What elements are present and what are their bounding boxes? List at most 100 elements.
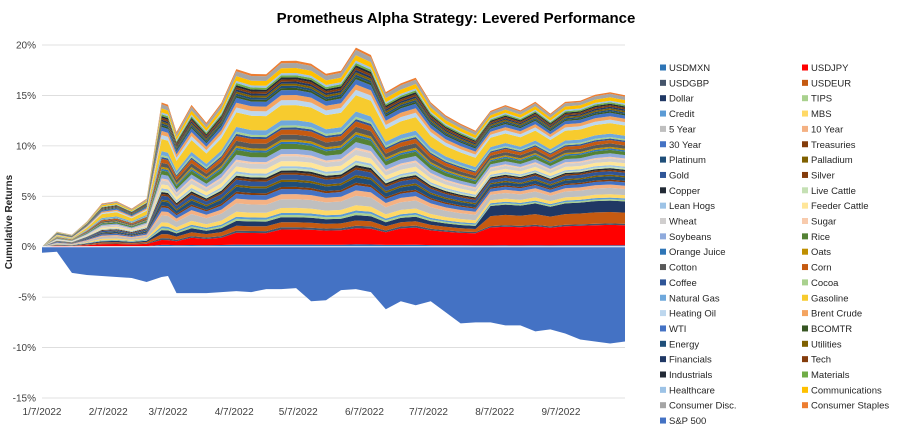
area-dollar [42,200,625,247]
legend-label-30-year: 30 Year [669,140,701,151]
legend-label-palladium: Palladium [811,155,853,166]
x-tick-label: 9/7/2022 [541,407,580,418]
legend-label-wheat: Wheat [669,217,697,228]
legend-swatch-sugar [802,218,808,224]
legend-swatch-financials [660,356,666,363]
legend-swatch-feeder-cattle [802,202,808,209]
legend-label-copper: Copper [669,186,700,197]
area-usdjpy [42,224,625,247]
legend-swatch-treasuries [802,141,808,148]
legend-swatch-corn [802,264,808,271]
legend-swatch-cocoa [802,279,808,286]
legend-label-financials: Financials [669,355,712,366]
legend-label-usdjpy: USDJPY [811,63,849,74]
legend-swatch-s-p-500 [660,417,666,424]
legend-swatch-communications [802,386,808,393]
legend-label-energy: Energy [669,339,699,350]
area-5-year [42,187,625,247]
legend-swatch-coffee [660,279,666,286]
area-gasoline [42,95,625,247]
legend-swatch-dollar [660,95,666,102]
legend-swatch-usdgbp [660,79,666,86]
legend-swatch-utilities [802,340,808,347]
legend-label-5-year: 5 Year [669,124,696,135]
x-tick-label: 7/7/2022 [409,407,448,418]
legend-label-rice: Rice [811,232,830,243]
legend-swatch-palladium [802,156,808,163]
legend-label-utilities: Utilities [811,339,842,350]
legend-swatch-credit [660,110,666,117]
legend-swatch-cotton [660,264,666,271]
legend-swatch-consumer-staples [802,402,808,409]
legend-swatch-lean-hogs [660,202,666,209]
legend-swatch-copper [660,187,666,194]
legend-label-bcomtr: BCOMTR [811,324,852,335]
y-tick-label: 20% [16,41,36,52]
legend-label-heating-oil: Heating Oil [669,309,716,320]
legend-label-tech: Tech [811,355,831,366]
legend-swatch-10-year [802,125,808,132]
area-s-p-500 [42,246,625,344]
area-gold [42,169,625,247]
legend-label-cocoa: Cocoa [811,278,839,289]
legend-label-silver: Silver [811,170,835,181]
legend-swatch-wheat [660,218,666,224]
chart-title: Prometheus Alpha Strategy: Levered Perfo… [277,10,636,27]
legend-label-sugar: Sugar [811,217,836,228]
area-usdmxn [42,244,625,247]
area-platinum [42,176,625,247]
area-usdeur [42,212,625,247]
legend-label-dollar: Dollar [669,94,694,105]
legend-label-natural-gas: Natural Gas [669,293,720,304]
legend-label-industrials: Industrials [669,370,713,381]
legend-swatch-healthcare [660,386,666,393]
legend-label-credit: Credit [669,109,695,120]
legend-label-soybeans: Soybeans [669,232,712,243]
legend-swatch-brent-crude [802,310,808,317]
legend-swatch-gold [660,171,666,178]
x-tick-label: 4/7/2022 [215,407,254,418]
legend-swatch-usdmxn [660,64,666,71]
area-copper [42,165,625,247]
legend-swatch-silver [802,171,808,178]
y-tick-label: 15% [16,91,36,102]
legend-swatch-consumer-disc [660,402,666,409]
stacked-areas [42,47,625,344]
legend-swatch-gasoline [802,294,808,301]
legend-label-lean-hogs: Lean Hogs [669,201,715,212]
legend-label-healthcare: Healthcare [669,385,715,396]
legend-label-consumer-disc: Consumer Disc. [669,401,737,412]
y-tick-label: -10% [13,343,36,354]
legend-label-tips: TIPS [811,94,832,105]
legend-swatch-usdjpy [802,64,808,71]
area-10-year [42,184,625,247]
legend-label-10-year: 10 Year [811,124,843,135]
legend-label-s-p-500: S&P 500 [669,416,706,427]
legend-label-usdeur: USDEUR [811,78,851,89]
x-tick-label: 2/7/2022 [89,407,128,418]
legend-swatch-oats [802,248,808,255]
y-axis-ticks: 20% 15% 10% 5% 0% -5% -10% -15% [13,41,36,405]
y-tick-label: -5% [18,293,36,304]
legend-label-materials: Materials [811,370,850,381]
legend-swatch-rice [802,233,808,240]
legend-label-orange-juice: Orange Juice [669,247,726,258]
legend-swatch-wti [660,325,666,332]
legend-swatch-tech [802,356,808,363]
legend-swatch-soybeans [660,233,666,240]
y-tick-label: 10% [16,141,36,152]
legend-label-treasuries: Treasuries [811,140,856,151]
area-30-year [42,181,625,247]
legend-label-usdgbp: USDGBP [669,78,709,89]
x-axis-ticks: 1/7/2022 2/7/2022 3/7/2022 4/7/2022 5/7/2022… [23,407,581,418]
legend-label-brent-crude: Brent Crude [811,309,862,320]
legend-swatch-platinum [660,156,666,163]
legend-swatch-natural-gas [660,294,666,301]
legend-label-corn: Corn [811,263,832,274]
legend-label-live-cattle: Live Cattle [811,186,856,197]
x-tick-label: 6/7/2022 [345,407,384,418]
legend-swatch-5-year [660,125,666,132]
legend-swatch-industrials [660,371,666,378]
legend-swatch-orange-juice [660,248,666,255]
legend-label-platinum: Platinum [669,155,706,166]
